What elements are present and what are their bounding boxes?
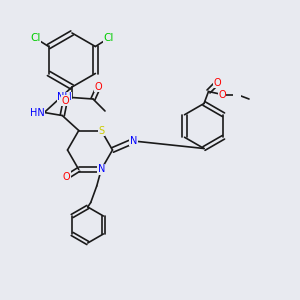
Text: O: O bbox=[61, 95, 69, 106]
Text: Cl: Cl bbox=[30, 33, 40, 43]
Text: O: O bbox=[94, 82, 102, 92]
Text: N: N bbox=[98, 164, 105, 175]
Text: N: N bbox=[130, 136, 137, 146]
Text: Cl: Cl bbox=[104, 33, 114, 43]
Text: O: O bbox=[214, 77, 221, 88]
Text: NH: NH bbox=[57, 92, 72, 103]
Text: S: S bbox=[98, 125, 104, 136]
Text: O: O bbox=[218, 89, 226, 100]
Text: HN: HN bbox=[29, 107, 44, 118]
Text: O: O bbox=[63, 172, 70, 182]
